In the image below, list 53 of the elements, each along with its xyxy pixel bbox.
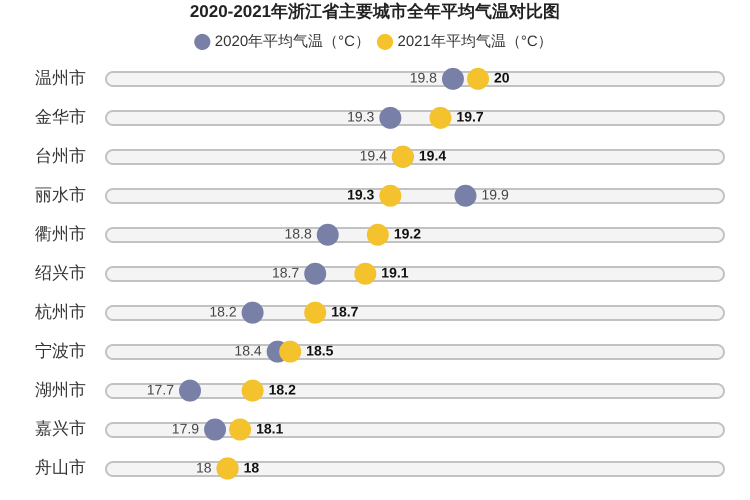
legend-label: 2020年平均气温（°C）: [214, 33, 370, 50]
data-label: 18.5: [306, 342, 334, 358]
point: [379, 184, 402, 207]
data-label: 18.7: [272, 264, 300, 281]
data-label: 19.4: [360, 148, 388, 164]
point: [179, 380, 201, 402]
y-tick-label: 湖州市: [35, 380, 86, 400]
point: [354, 262, 376, 285]
point: [366, 224, 389, 246]
data-label: 19.4: [418, 148, 446, 164]
data-label: 18: [196, 459, 212, 476]
y-tick-label: 金华市: [35, 108, 86, 127]
point: [242, 380, 264, 402]
data-label: 19.9: [481, 186, 509, 203]
y-tick-label: 衢州市: [35, 224, 86, 244]
point: [442, 68, 464, 90]
data-label: 18.8: [284, 226, 312, 242]
point: [467, 68, 489, 90]
y-tick-label: 嘉兴市: [35, 419, 86, 438]
data-label: 18.1: [256, 420, 284, 436]
point: [229, 418, 252, 441]
point: [204, 418, 226, 441]
point: [379, 106, 402, 129]
data-label: 20: [494, 70, 510, 86]
y-tick-label: 舟山市: [35, 458, 86, 478]
point: [429, 106, 452, 129]
data-label: 18: [244, 459, 260, 476]
point: [304, 302, 326, 324]
data-label: 19.2: [394, 226, 422, 242]
y-tick-label: 丽水市: [35, 185, 86, 204]
legend-label: 2021年平均气温（°C）: [398, 33, 553, 50]
point: [454, 184, 476, 207]
data-label: 18.2: [209, 304, 237, 320]
data-label: 19.7: [456, 108, 484, 125]
data-label: 18.4: [234, 342, 262, 358]
point: [242, 302, 264, 324]
data-label: 17.7: [146, 381, 174, 398]
data-label: 18.2: [268, 381, 296, 398]
data-label: 19.8: [410, 70, 438, 86]
point: [304, 262, 326, 285]
y-tick-label: 绍兴市: [35, 263, 86, 282]
point: [316, 224, 339, 246]
data-label: 19.3: [347, 186, 375, 203]
chart-title: 2020-2021年浙江省主要城市全年平均气温对比图: [190, 2, 560, 21]
data-label: 19.3: [347, 108, 375, 125]
y-tick-label: 宁波市: [35, 341, 86, 360]
data-label: 18.7: [331, 304, 359, 320]
data-label: 19.1: [381, 264, 409, 281]
point: [279, 340, 302, 363]
data-label: 17.9: [172, 420, 200, 436]
y-tick-label: 台州市: [35, 146, 86, 166]
y-tick-label: 温州市: [35, 68, 86, 88]
y-tick-label: 杭州市: [34, 302, 86, 322]
